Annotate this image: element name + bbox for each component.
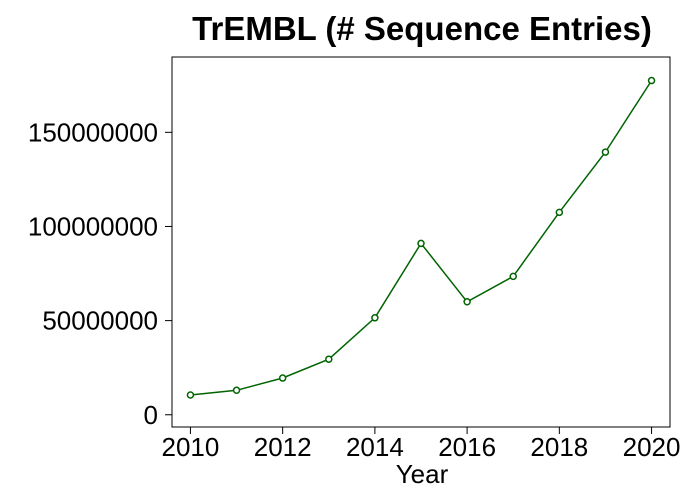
data-point-2020 <box>647 76 656 85</box>
data-point-2016 <box>463 298 471 306</box>
y-tick-label: 100000000 <box>28 211 158 241</box>
data-point-2012 <box>278 374 287 382</box>
data-point-2013 <box>325 355 333 363</box>
x-axis: 2010 2012 2014 2016 2018 2020 <box>162 427 681 462</box>
y-tick-label: 50000000 <box>42 306 158 336</box>
x-tick-label: 2016 <box>438 432 496 462</box>
plot-frame <box>171 56 671 428</box>
x-tick-label: 2012 <box>254 432 312 462</box>
data-point-2019 <box>601 148 610 156</box>
y-tick-label: 150000000 <box>28 117 158 147</box>
y-axis: 0 50000000 100000000 150000000 <box>28 117 172 430</box>
x-tick-label: 2018 <box>530 432 588 462</box>
series-line <box>190 80 653 396</box>
chart-title: TrEMBL (# Sequence Entries) <box>192 10 652 47</box>
data-point-2011 <box>232 386 241 395</box>
series-line-group <box>186 76 656 399</box>
x-tick-label: 2014 <box>346 432 404 462</box>
data-point-2014 <box>371 314 379 322</box>
y-tick-label: 0 <box>144 400 158 430</box>
x-tick-label: 2020 <box>623 432 681 462</box>
data-point-2015 <box>417 239 425 248</box>
x-axis-label: Year <box>396 459 449 489</box>
data-point-2010 <box>186 391 195 399</box>
data-point-2018 <box>555 208 564 217</box>
data-point-2017 <box>509 272 517 281</box>
x-tick-label: 2010 <box>162 432 220 462</box>
